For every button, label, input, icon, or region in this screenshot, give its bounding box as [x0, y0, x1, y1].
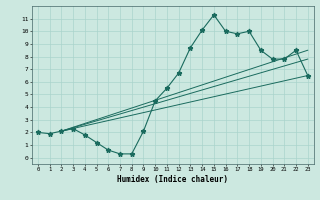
X-axis label: Humidex (Indice chaleur): Humidex (Indice chaleur) — [117, 175, 228, 184]
